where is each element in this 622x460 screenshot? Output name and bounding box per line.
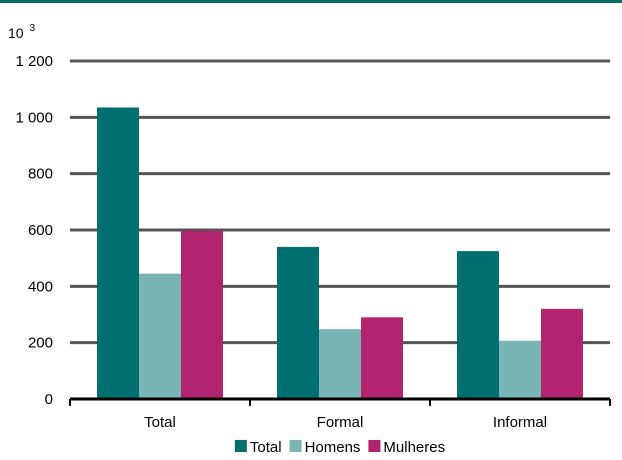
bar-total-total xyxy=(97,107,139,399)
y-tick-label: 800 xyxy=(28,166,53,183)
y-unit-base: 10 xyxy=(8,25,24,41)
bar-homens-formal xyxy=(319,329,361,399)
x-category-label: Total xyxy=(144,414,176,431)
y-tick-label: 1 000 xyxy=(15,109,53,126)
y-unit-label: 10 3 xyxy=(8,23,35,41)
legend-swatch-mulheres xyxy=(368,440,381,452)
y-tick-label: 400 xyxy=(28,278,53,295)
y-unit-exponent: 3 xyxy=(29,23,35,34)
x-category-label: Formal xyxy=(317,414,364,431)
bar-homens-informal xyxy=(499,340,541,399)
x-category-label: Informal xyxy=(493,414,547,431)
legend-label: Mulheres xyxy=(383,439,445,456)
legend-label: Homens xyxy=(305,439,361,456)
legend: Total Homens Mulheres xyxy=(234,439,445,456)
bar-homens-total xyxy=(139,273,181,399)
bars xyxy=(97,107,583,399)
x-axis: Total Formal Informal xyxy=(69,397,611,431)
y-tick-label: 600 xyxy=(28,222,53,239)
legend-swatch-homens xyxy=(289,440,302,452)
bar-total-informal xyxy=(457,251,499,399)
top-rule xyxy=(0,0,622,3)
y-tick-label: 200 xyxy=(28,335,53,352)
y-axis-ticks: 0 200 400 600 800 1 000 1 200 xyxy=(15,53,53,408)
legend-label: Total xyxy=(250,439,282,456)
bar-mulheres-formal xyxy=(361,317,403,399)
y-tick-label: 1 200 xyxy=(15,53,53,70)
y-tick-label: 0 xyxy=(45,391,53,408)
legend-swatch-total xyxy=(234,440,247,452)
bar-mulheres-total xyxy=(181,230,223,399)
bar-total-formal xyxy=(277,246,319,399)
bar-mulheres-informal xyxy=(541,308,583,399)
